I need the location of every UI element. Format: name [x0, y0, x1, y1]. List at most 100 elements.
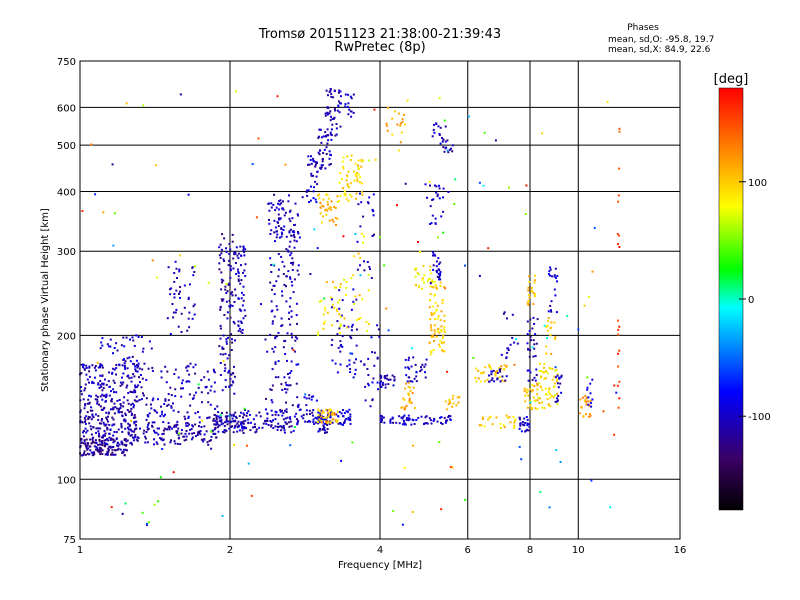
data-point — [532, 292, 535, 295]
data-point — [368, 159, 371, 162]
data-point — [364, 399, 367, 402]
data-point — [97, 443, 100, 446]
data-point — [448, 148, 451, 151]
data-point — [218, 268, 221, 271]
data-point — [403, 398, 406, 401]
data-point — [192, 397, 195, 400]
data-point — [345, 179, 348, 182]
data-point — [219, 256, 222, 259]
data-point — [436, 420, 439, 423]
data-point — [106, 443, 109, 446]
data-point — [543, 366, 545, 369]
data-point — [178, 268, 181, 271]
data-point — [410, 347, 413, 350]
data-point — [327, 411, 330, 414]
data-point — [366, 201, 369, 204]
data-point — [247, 462, 250, 465]
data-point — [515, 338, 518, 341]
data-point — [359, 317, 362, 319]
data-point — [220, 288, 223, 291]
data-point — [556, 382, 559, 385]
data-point — [531, 389, 534, 392]
data-point — [214, 419, 217, 422]
data-point — [324, 309, 327, 312]
data-point — [617, 200, 620, 203]
data-point — [550, 309, 552, 312]
data-point — [377, 328, 380, 331]
data-point — [281, 294, 284, 297]
data-point — [111, 448, 114, 451]
data-point — [543, 324, 546, 327]
data-point — [328, 410, 331, 413]
data-point — [173, 272, 176, 274]
data-point — [282, 229, 285, 231]
data-point — [341, 187, 344, 190]
data-point — [214, 407, 217, 410]
data-point — [311, 395, 313, 398]
data-point — [151, 369, 154, 372]
data-point — [244, 275, 247, 277]
data-point — [217, 411, 220, 414]
data-point — [134, 368, 137, 371]
data-point — [254, 426, 256, 428]
data-point — [300, 415, 303, 418]
data-point — [439, 261, 442, 264]
data-point — [487, 247, 490, 250]
data-point — [433, 293, 436, 296]
data-point — [488, 380, 491, 383]
data-point — [103, 439, 106, 442]
data-point — [527, 394, 530, 397]
data-point — [583, 304, 586, 307]
data-point — [182, 387, 184, 390]
data-point — [160, 405, 162, 408]
data-point — [278, 203, 281, 206]
data-point — [259, 415, 262, 418]
data-point — [99, 395, 102, 398]
data-point — [513, 426, 516, 429]
data-point — [262, 422, 265, 425]
data-point — [279, 425, 282, 428]
x-axis-ticks: 1 2 4 6 8 10 16 — [77, 545, 687, 556]
data-point — [349, 159, 352, 161]
data-point — [280, 228, 283, 230]
data-point — [552, 396, 555, 399]
data-point — [183, 415, 186, 418]
data-point — [221, 233, 224, 236]
data-point — [88, 445, 91, 448]
data-point — [339, 286, 342, 288]
data-point — [97, 430, 100, 433]
data-point — [186, 329, 189, 332]
data-point — [273, 315, 276, 318]
data-point — [449, 466, 452, 468]
data-point — [553, 288, 556, 291]
data-point — [326, 111, 329, 114]
data-point — [203, 438, 206, 441]
data-point — [96, 400, 99, 403]
data-point — [349, 419, 352, 422]
data-point — [524, 421, 527, 424]
data-point — [113, 368, 116, 371]
data-point — [88, 394, 91, 397]
data-point — [242, 299, 245, 302]
data-point — [309, 420, 312, 423]
data-point — [618, 167, 621, 170]
data-point — [433, 329, 436, 332]
data-point — [142, 394, 145, 397]
data-point — [86, 402, 89, 405]
data-point — [347, 113, 350, 116]
data-point — [343, 193, 346, 195]
data-point — [530, 289, 533, 292]
data-point — [559, 382, 562, 385]
data-point — [606, 100, 609, 103]
data-point — [214, 426, 217, 429]
data-point — [154, 410, 157, 413]
data-point — [229, 316, 232, 319]
data-point — [338, 313, 341, 316]
data-point — [384, 375, 387, 378]
data-point — [589, 382, 592, 385]
data-point — [167, 403, 170, 406]
data-point — [478, 274, 481, 277]
data-point — [89, 409, 92, 412]
data-point — [272, 419, 274, 422]
data-point — [133, 375, 136, 378]
